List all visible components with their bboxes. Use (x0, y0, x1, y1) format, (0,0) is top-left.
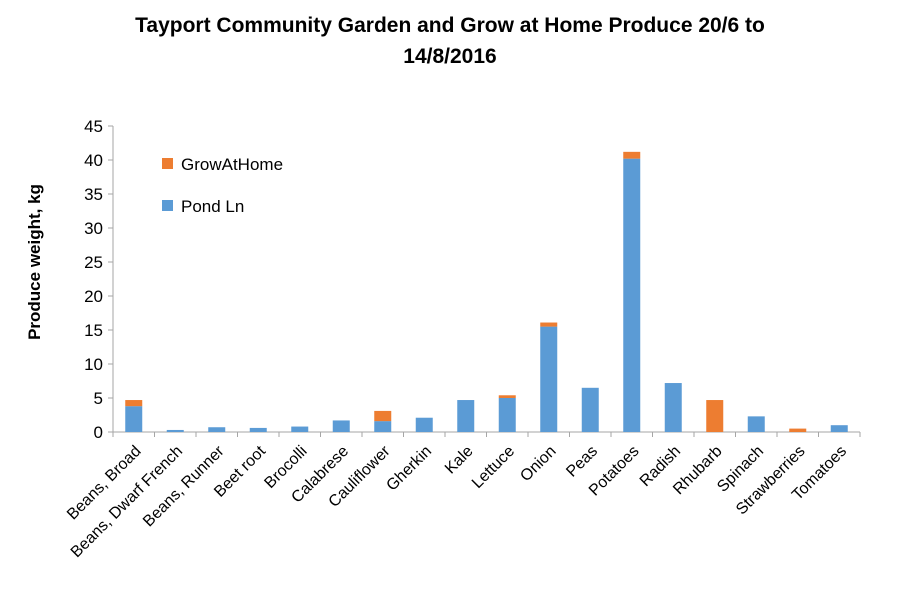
y-axis-title-text: Produce weight, kg (25, 184, 44, 340)
y-tick-label: 5 (94, 389, 103, 408)
bar-pond-ln-tomatoes (830, 425, 848, 432)
y-tick-label: 40 (84, 151, 103, 170)
bars (125, 151, 848, 432)
bar-growathome-potatoes (623, 151, 641, 159)
y-tick-label: 35 (84, 185, 103, 204)
y-tick-label: 0 (94, 423, 103, 442)
bar-pond-ln-beans-runner (208, 427, 226, 432)
bar-growathome-rhubarb (706, 400, 724, 432)
bar-growathome-strawberries (789, 428, 807, 432)
chart-title: Tayport Community Garden and Grow at Hom… (0, 10, 900, 72)
bar-pond-ln-calabrese (332, 420, 350, 432)
legend-label: Pond Ln (181, 197, 244, 216)
y-tick-label: 10 (84, 355, 103, 374)
x-tick-label: Lettuce (469, 443, 518, 492)
bar-pond-ln-beet-root (249, 427, 267, 432)
bar-pond-ln-lettuce (498, 398, 516, 432)
bar-pond-ln-beans-dwarf-french (166, 429, 184, 432)
x-tick-label: Peas (563, 443, 601, 481)
bar-growathome-cauliflower (374, 410, 392, 422)
bar-pond-ln-gherkin (415, 417, 433, 432)
bar-pond-ln-cauliflower (374, 421, 392, 432)
bar-pond-ln-beans-broad (125, 406, 143, 432)
x-tick-label: Kale (442, 443, 477, 478)
bar-growathome-onion (540, 322, 558, 327)
chart-title-line-1: Tayport Community Garden and Grow at Hom… (135, 14, 765, 37)
chart-title-line-2: 14/8/2016 (403, 45, 497, 68)
bar-growathome-lettuce (498, 395, 516, 398)
legend-swatch-pond-ln (162, 200, 173, 211)
legend-label: GrowAtHome (181, 155, 283, 174)
y-axis-title: Produce weight, kg (25, 184, 44, 340)
y-tick-label: 20 (84, 287, 103, 306)
bar-growathome-beans-broad (125, 400, 143, 407)
bar-pond-ln-potatoes (623, 158, 641, 432)
y-tick-label: 25 (84, 253, 103, 272)
legend-swatch-growathome (162, 158, 173, 169)
bar-pond-ln-radish (664, 383, 682, 432)
x-tick-label: Gherkin (383, 443, 435, 495)
bar-pond-ln-brocolli (291, 426, 309, 432)
y-tick-label: 45 (84, 117, 103, 136)
y-tick-label: 30 (84, 219, 103, 238)
legend: GrowAtHome Pond Ln (162, 155, 283, 216)
bar-pond-ln-onion (540, 326, 558, 432)
y-tick-label: 15 (84, 321, 103, 340)
bar-pond-ln-peas (581, 387, 599, 432)
bar-pond-ln-kale (457, 400, 475, 432)
axes: 0 5 10 15 20 25 30 35 40 45 (84, 117, 861, 442)
bar-pond-ln-spinach (747, 416, 765, 432)
x-tick-label: Onion (517, 443, 559, 485)
